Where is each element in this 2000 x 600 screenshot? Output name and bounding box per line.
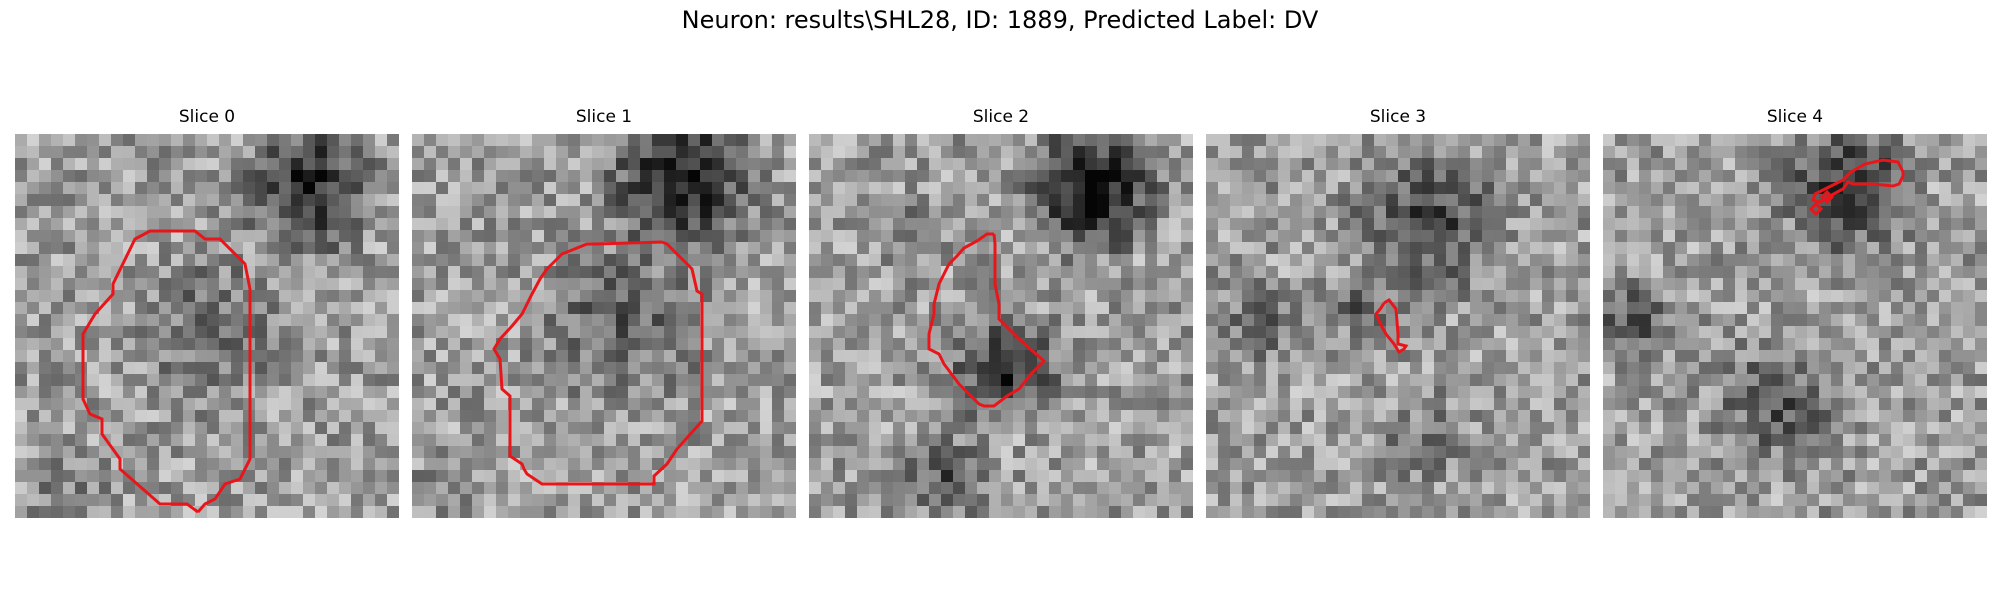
figure-title: Neuron: results\SHL28, ID: 1889, Predict…: [0, 6, 2000, 34]
slice-image: [412, 134, 796, 518]
pixel-grid: [412, 134, 796, 518]
slice-title: Slice 1: [412, 107, 796, 127]
slice-title: Slice 3: [1206, 107, 1590, 127]
slice-title: Slice 0: [15, 107, 399, 127]
slice-image: [1603, 134, 1987, 518]
pixel-grid: [809, 134, 1193, 518]
slice-title: Slice 4: [1603, 107, 1987, 127]
pixel-grid: [1603, 134, 1987, 518]
pixel-grid: [15, 134, 399, 518]
slice-title: Slice 2: [809, 107, 1193, 127]
slice-image: [15, 134, 399, 518]
slice-image: [1206, 134, 1590, 518]
slice-image: [809, 134, 1193, 518]
